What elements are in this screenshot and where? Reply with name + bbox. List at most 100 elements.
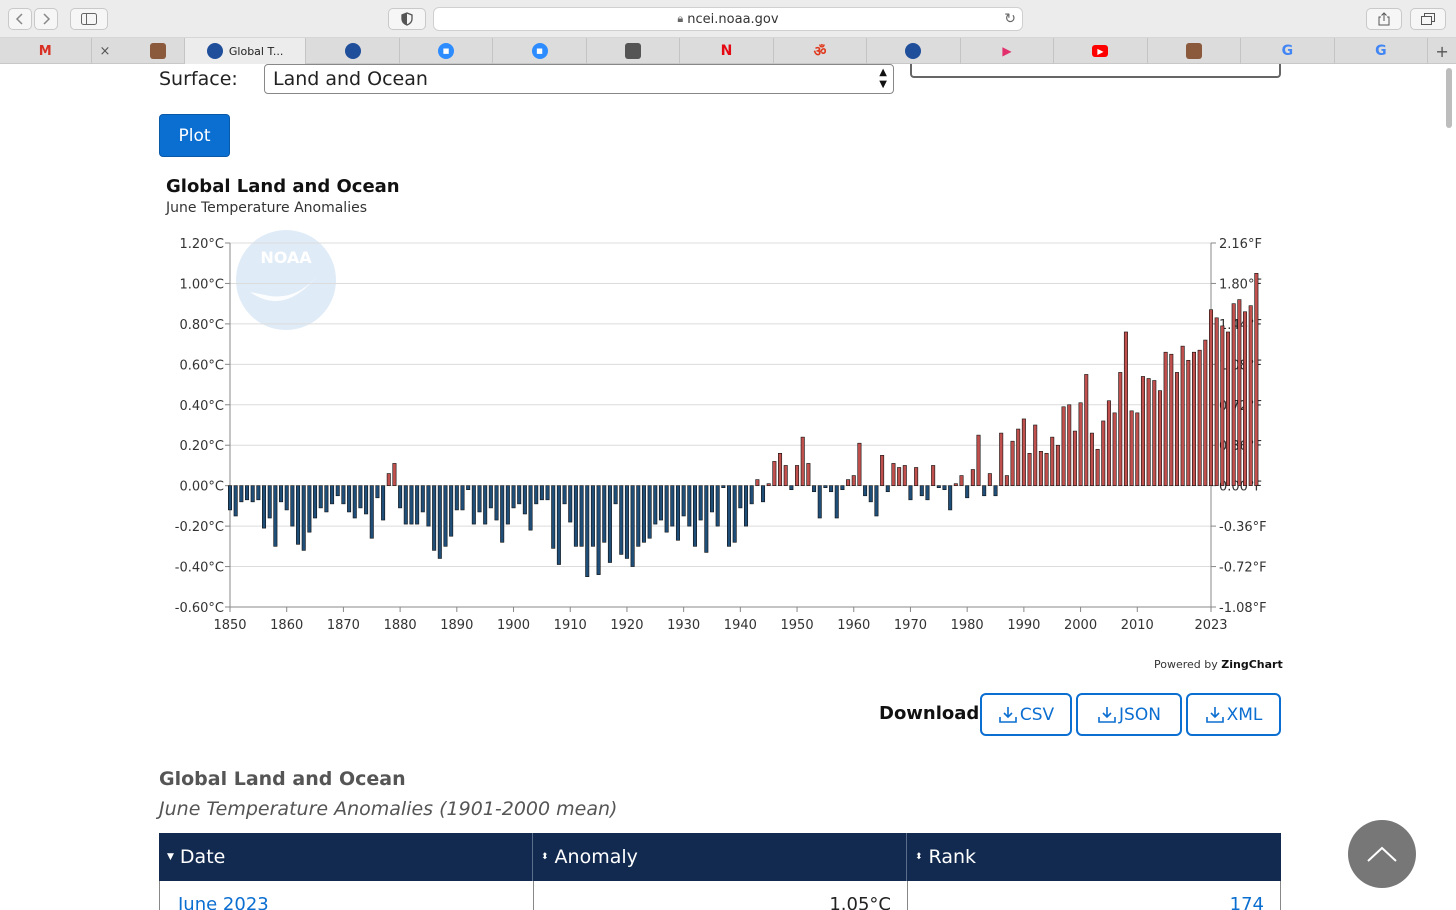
browser-tab[interactable]: G	[1335, 38, 1429, 64]
bar	[891, 463, 896, 486]
bar	[1174, 372, 1179, 486]
y-tick-label-c: -0.60°C	[175, 601, 224, 616]
bar	[755, 479, 760, 486]
column-header-date[interactable]: ▼ Date	[159, 833, 533, 881]
bar	[483, 485, 488, 525]
surface-select[interactable]: Land and Ocean ▲ ▼	[264, 64, 894, 94]
bar	[607, 485, 612, 563]
bar	[834, 485, 839, 519]
new-tab-button[interactable]: +	[1435, 41, 1449, 61]
x-tick-label: 1870	[327, 618, 360, 633]
tab-strip: M × Global T... ■ ■ N ॐ ▶ ▶ G G +	[0, 38, 1456, 64]
portrait-icon	[149, 43, 166, 59]
google-icon: G	[1281, 43, 1294, 59]
download-csv-button[interactable]: CSV	[980, 693, 1072, 736]
bar	[970, 469, 975, 486]
browser-tab[interactable]: ×	[92, 38, 185, 64]
powered-by: Powered by ZingChart	[1154, 658, 1283, 671]
download-label: Download:	[879, 703, 987, 724]
browser-tab[interactable]: ॐ	[774, 38, 868, 64]
bar	[330, 485, 335, 505]
browser-tab[interactable]	[1148, 38, 1242, 64]
browser-tab[interactable]	[306, 38, 400, 64]
noaa-bird-icon	[250, 270, 322, 302]
bar	[1186, 359, 1191, 486]
y-tick-label-c: 0.00°C	[179, 480, 224, 495]
reload-icon[interactable]: ↻	[1004, 11, 1016, 27]
bar	[800, 436, 805, 486]
bar	[1004, 475, 1009, 486]
bar	[925, 485, 930, 501]
bar	[1106, 400, 1111, 486]
bar	[381, 485, 386, 521]
bar	[477, 485, 482, 513]
date-link[interactable]: June 2023	[178, 894, 269, 910]
bar	[528, 485, 533, 531]
bar	[454, 485, 459, 511]
browser-tab[interactable]: Global T...	[184, 38, 307, 64]
bar	[1084, 374, 1089, 486]
bar	[976, 434, 981, 486]
download-xml-button[interactable]: XML	[1186, 693, 1281, 736]
share-button[interactable]	[1366, 8, 1402, 30]
bar	[392, 463, 397, 486]
forward-button[interactable]	[34, 8, 58, 30]
column-header-rank[interactable]: ⬍ Rank	[907, 833, 1281, 881]
browser-tab[interactable]	[587, 38, 681, 64]
rank-cell: 174	[908, 881, 1281, 910]
bar	[630, 485, 635, 567]
youtube-icon: ▶	[1092, 45, 1109, 57]
bar	[829, 485, 834, 493]
browser-tab[interactable]: ■	[493, 38, 587, 64]
privacy-shield-button[interactable]	[388, 8, 426, 30]
bar	[738, 485, 743, 509]
plot-button[interactable]: Plot	[159, 114, 230, 157]
bar	[908, 485, 913, 501]
bar	[1220, 325, 1225, 486]
browser-tab[interactable]	[867, 38, 961, 64]
bar	[443, 485, 448, 547]
browser-tab[interactable]: ▶	[961, 38, 1055, 64]
download-json-label: JSON	[1119, 704, 1161, 725]
bar	[1243, 311, 1248, 486]
x-tick-label: 1850	[213, 618, 246, 633]
bar	[579, 485, 584, 547]
browser-tab[interactable]: M	[0, 38, 92, 64]
rank-link[interactable]: 174	[1229, 894, 1264, 910]
page-scrollbar[interactable]	[1446, 68, 1452, 128]
bar	[902, 465, 907, 486]
bar	[262, 485, 267, 529]
y-tick-label-c: 0.80°C	[179, 318, 224, 333]
browser-tab[interactable]: ■	[400, 38, 494, 64]
zingchart-link[interactable]: ZingChart	[1221, 658, 1283, 671]
address-bar[interactable]: 🔒︎ ncei.noaa.gov ↻	[433, 7, 1023, 31]
bar	[409, 485, 414, 525]
y-tick-label-c: 1.20°C	[179, 237, 224, 252]
back-button[interactable]	[8, 8, 32, 30]
sidebar-toggle-button[interactable]	[70, 8, 108, 30]
bar	[307, 485, 312, 533]
anomaly-table: ▼ Date ⬍ Anomaly ⬍ Rank June 2023 1.05°C…	[159, 833, 1281, 910]
scroll-to-top-button[interactable]	[1348, 820, 1416, 888]
tabs-overview-button[interactable]	[1410, 8, 1446, 30]
browser-tab[interactable]: N	[680, 38, 774, 64]
bar	[823, 485, 828, 488]
om-icon: ॐ	[813, 43, 827, 60]
close-icon[interactable]: ×	[99, 43, 111, 59]
browser-tab[interactable]: ▶	[1054, 38, 1148, 64]
download-json-button[interactable]: JSON	[1076, 693, 1182, 736]
browser-tab[interactable]: G	[1241, 38, 1335, 64]
column-header-anomaly[interactable]: ⬍ Anomaly	[533, 833, 907, 881]
bar	[863, 485, 868, 497]
bar	[500, 485, 505, 543]
sort-desc-icon: ▼	[167, 852, 174, 862]
gmail-icon: M	[38, 43, 52, 59]
bar	[653, 485, 658, 525]
bar	[1248, 305, 1253, 486]
bar	[874, 485, 879, 517]
select-arrows-icon: ▲ ▼	[879, 67, 887, 90]
powered-by-prefix: Powered by	[1154, 658, 1222, 671]
bar	[596, 485, 601, 575]
bar	[460, 485, 465, 511]
bar	[670, 485, 675, 527]
